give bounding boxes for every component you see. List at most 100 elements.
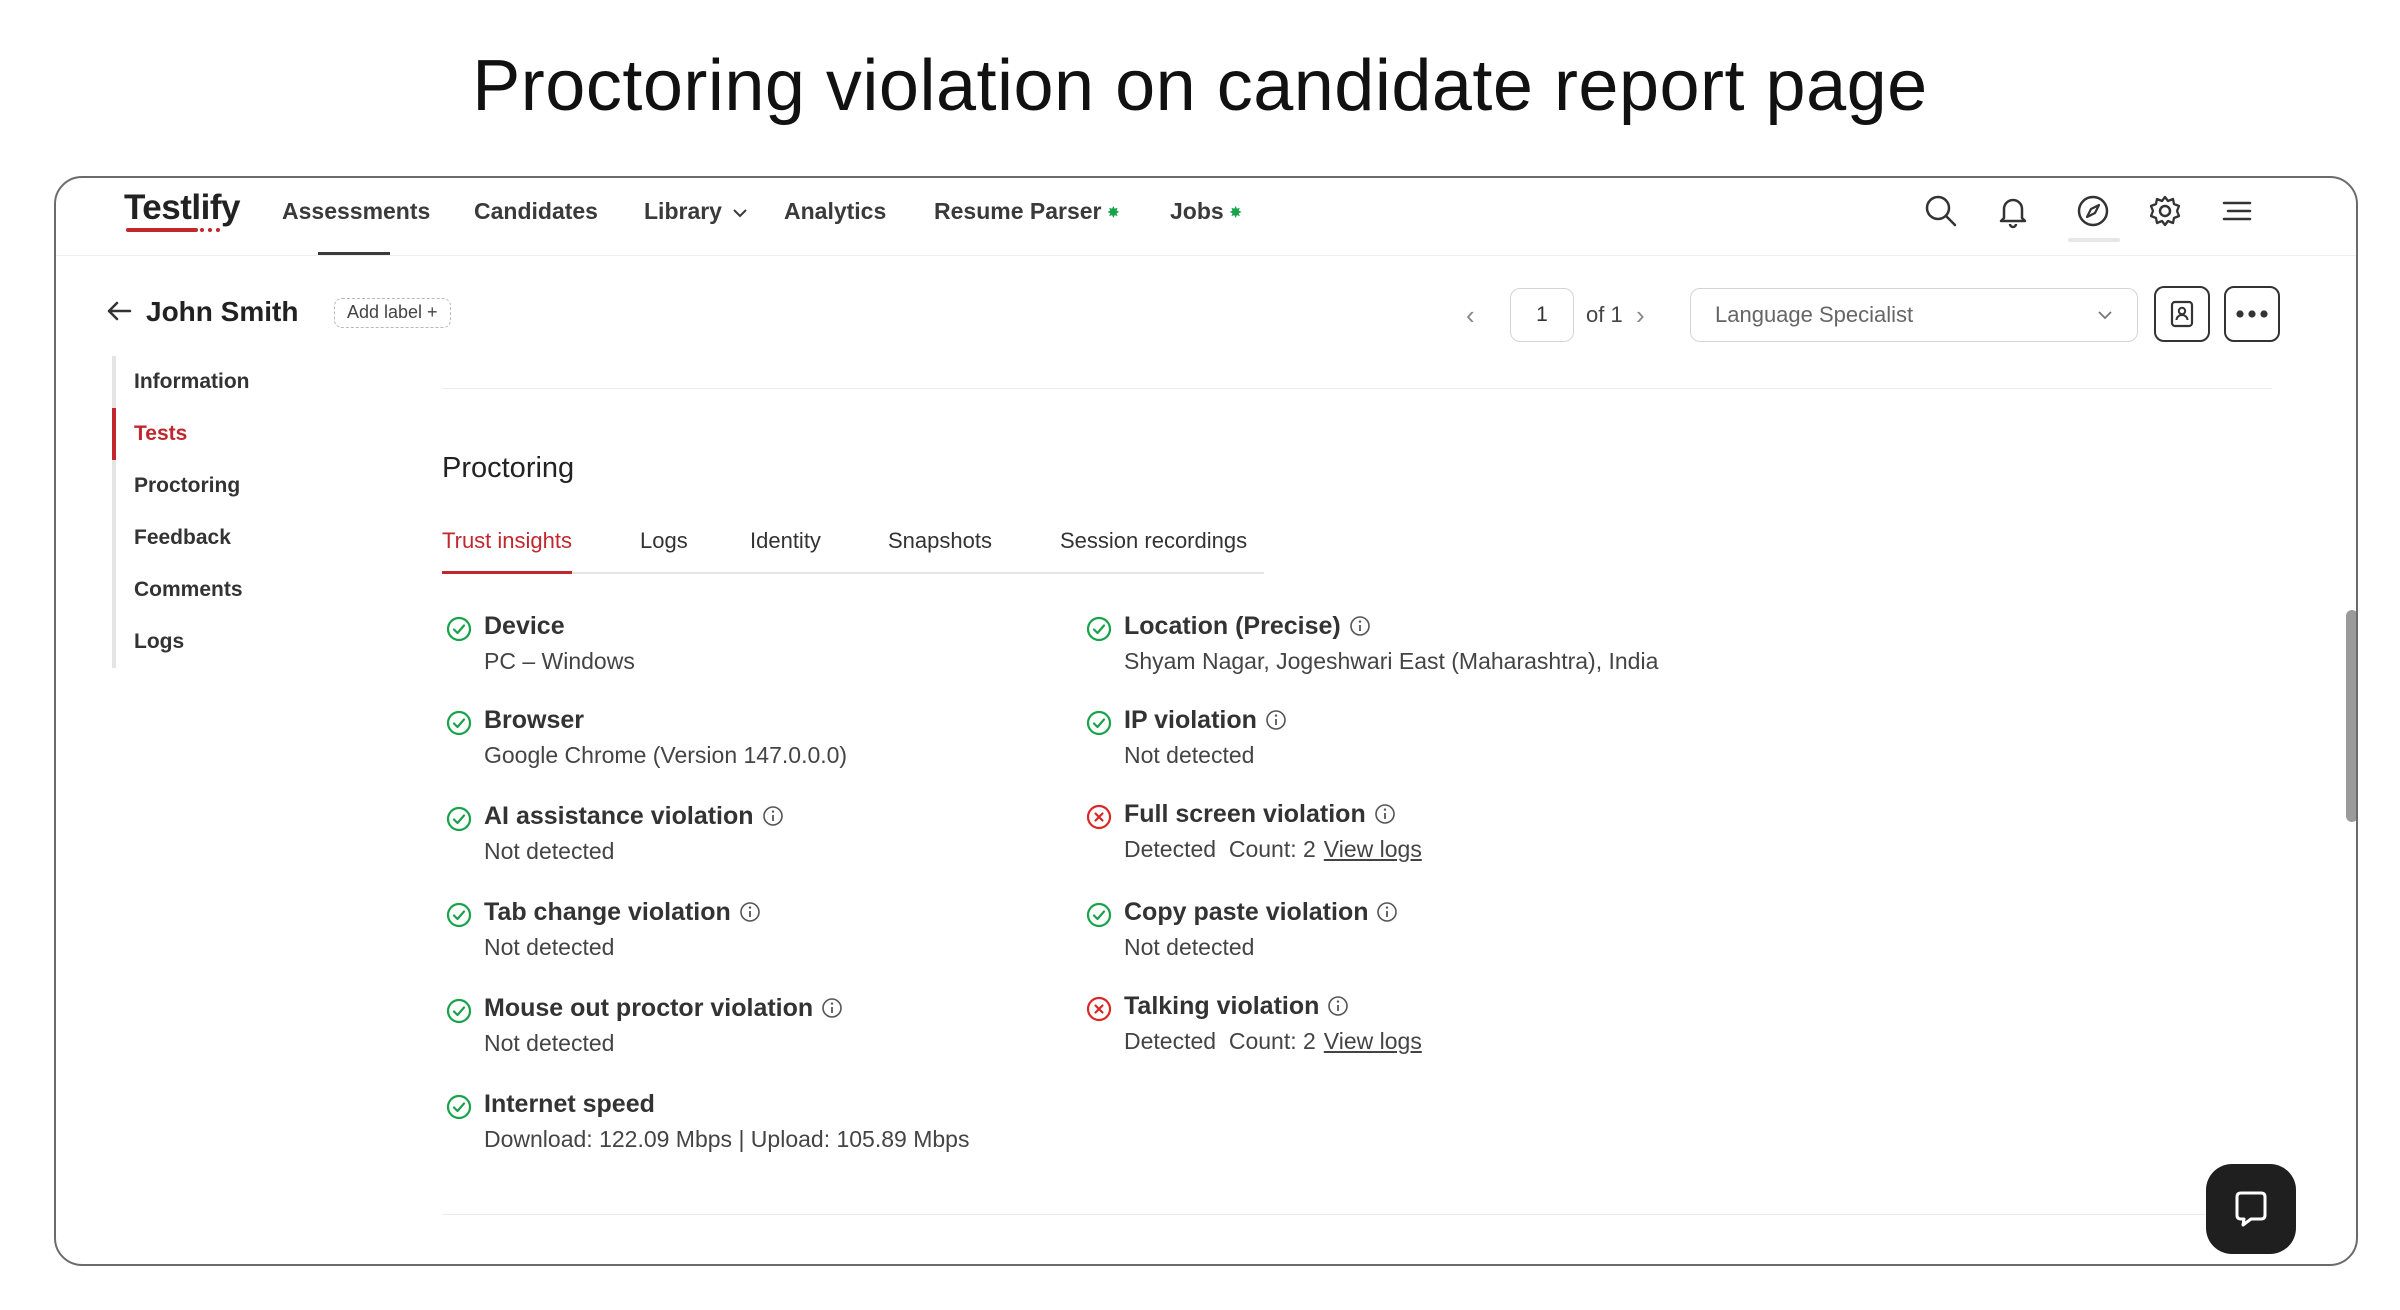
section-nav-comments[interactable]: Comments xyxy=(112,564,312,616)
insight-title-text: Internet speed xyxy=(484,1090,655,1118)
chevron-right-icon[interactable]: › xyxy=(1636,300,1645,330)
insight-title-text: Talking violation xyxy=(1124,992,1320,1020)
info-icon[interactable] xyxy=(739,901,761,923)
insight-value-text: Google Chrome (Version 147.0.0.0) xyxy=(484,742,848,768)
nav-resume-parser[interactable]: Resume Parser ✸ xyxy=(934,198,1119,225)
info-icon[interactable] xyxy=(762,805,784,827)
insight-title: Location (Precise) xyxy=(1124,612,1371,641)
insight-title: Internet speed xyxy=(484,1090,655,1119)
contact-card-icon xyxy=(2170,300,2194,328)
check-circle-icon xyxy=(446,998,472,1024)
logo-underline xyxy=(126,228,198,232)
nav-resume-parser-label: Resume Parser xyxy=(934,198,1102,224)
info-icon[interactable] xyxy=(1374,803,1396,825)
x-circle-icon xyxy=(1086,996,1112,1022)
section-nav-information[interactable]: Information xyxy=(112,356,312,408)
compass-icon[interactable] xyxy=(2072,190,2114,232)
tab-logs[interactable]: Logs xyxy=(640,528,688,553)
tab-identity[interactable]: Identity xyxy=(750,528,821,553)
section-nav-tests[interactable]: Tests xyxy=(112,408,312,460)
insight-title-text: Device xyxy=(484,612,565,640)
insight-value: Not detected xyxy=(484,1030,614,1057)
nav-library[interactable]: Library xyxy=(644,198,748,225)
info-icon[interactable] xyxy=(1349,615,1371,637)
check-circle-icon xyxy=(1086,902,1112,928)
page-number-input[interactable]: 1 xyxy=(1510,288,1574,342)
insight-title-text: AI assistance violation xyxy=(484,802,754,830)
insight-value: Not detected xyxy=(484,934,614,961)
logo[interactable]: Testlify xyxy=(124,188,240,227)
nav-jobs[interactable]: Jobs ✸ xyxy=(1170,198,1241,225)
insight-title: Copy paste violation xyxy=(1124,898,1398,927)
assessment-select[interactable]: Language Specialist xyxy=(1690,288,2138,342)
nav-candidates[interactable]: Candidates xyxy=(474,198,598,224)
insight-title-text: IP violation xyxy=(1124,706,1257,734)
insight-value: PC – Windows xyxy=(484,648,635,675)
menu-icon[interactable] xyxy=(2216,190,2258,232)
chevron-down-icon xyxy=(733,209,748,218)
insight-value: Detected Count: 2 View logs xyxy=(1124,836,1422,863)
info-icon[interactable] xyxy=(1265,709,1287,731)
new-badge-icon: ✸ xyxy=(1107,204,1120,221)
insight-title: Tab change violation xyxy=(484,898,761,927)
insight-value-text: Not detected xyxy=(484,934,615,960)
info-icon[interactable] xyxy=(1327,995,1349,1017)
insight-value-text: Download: 122.09 Mbps | Upload: 105.89 M… xyxy=(484,1126,970,1152)
tab-snapshots[interactable]: Snapshots xyxy=(888,528,992,553)
nav-jobs-label: Jobs xyxy=(1170,198,1224,224)
insight-title-text: Browser xyxy=(484,706,585,734)
insight-title: Mouse out proctor violation xyxy=(484,994,843,1023)
insight-value-text: Not detected xyxy=(1124,934,1255,960)
add-label-button[interactable]: Add label + xyxy=(334,298,451,328)
insight-value: Not detected xyxy=(1124,934,1254,961)
nav-analytics[interactable]: Analytics xyxy=(784,198,887,224)
chevron-left-icon[interactable]: ‹ xyxy=(1466,300,1475,330)
nav-assessments[interactable]: Assessments xyxy=(282,198,431,224)
search-icon[interactable] xyxy=(1920,190,1962,232)
info-icon[interactable] xyxy=(821,997,843,1019)
gear-icon[interactable] xyxy=(2144,190,2186,232)
app-window: Testlify Assessments Candidates Library … xyxy=(54,176,2358,1266)
back-arrow-icon[interactable] xyxy=(104,296,134,326)
new-badge-icon: ✸ xyxy=(1229,204,1242,221)
bell-icon[interactable] xyxy=(1992,190,2034,232)
logo-dots xyxy=(200,228,220,232)
check-circle-icon xyxy=(446,806,472,832)
insight-title: IP violation xyxy=(1124,706,1287,735)
tab-trust-insights[interactable]: Trust insights xyxy=(442,528,573,574)
insight-value-text: PC – Windows xyxy=(484,648,635,674)
insight-value: Google Chrome (Version 147.0.0.0) xyxy=(484,742,847,769)
info-icon[interactable] xyxy=(1376,901,1398,923)
insight-title: Device xyxy=(484,612,565,641)
insight-value-text: Not detected xyxy=(484,1030,615,1056)
insight-title-text: Tab change violation xyxy=(484,898,731,926)
insight-title: Talking violation xyxy=(1124,992,1349,1021)
insight-value-text: Detected Count: 2 xyxy=(1124,836,1316,862)
nav-active-indicator xyxy=(318,252,390,255)
insight-title: Browser xyxy=(484,706,584,735)
section-nav-logs[interactable]: Logs xyxy=(112,616,312,668)
proctoring-title: Proctoring xyxy=(442,452,575,484)
tab-session-recordings[interactable]: Session recordings xyxy=(1060,528,1248,553)
contact-card-button[interactable] xyxy=(2154,286,2210,342)
divider xyxy=(442,1214,2272,1215)
check-circle-icon xyxy=(1086,616,1112,642)
nav-library-label: Library xyxy=(644,198,722,224)
insight-value-text: Not detected xyxy=(484,838,615,864)
chat-support-button[interactable] xyxy=(2206,1164,2296,1254)
compass-active-indicator xyxy=(2068,238,2120,242)
x-circle-icon xyxy=(1086,804,1112,830)
more-options-button[interactable] xyxy=(2224,286,2280,342)
proctoring-tabs: Trust insights Logs Identity Snapshots S… xyxy=(442,528,1264,574)
section-nav-proctoring[interactable]: Proctoring xyxy=(112,460,312,512)
view-logs-link[interactable]: View logs xyxy=(1323,1028,1422,1054)
page-count: of 1 xyxy=(1586,302,1623,327)
view-logs-link[interactable]: View logs xyxy=(1323,836,1422,862)
insight-value-text: Not detected xyxy=(1124,742,1255,768)
insight-value: Download: 122.09 Mbps | Upload: 105.89 M… xyxy=(484,1126,969,1153)
scrollbar[interactable] xyxy=(2346,610,2356,822)
candidate-name: John Smith xyxy=(146,296,299,327)
section-nav-feedback[interactable]: Feedback xyxy=(112,512,312,564)
insight-value: Not detected xyxy=(484,838,614,865)
insight-value-text: Shyam Nagar, Jogeshwari East (Maharashtr… xyxy=(1124,648,1659,674)
